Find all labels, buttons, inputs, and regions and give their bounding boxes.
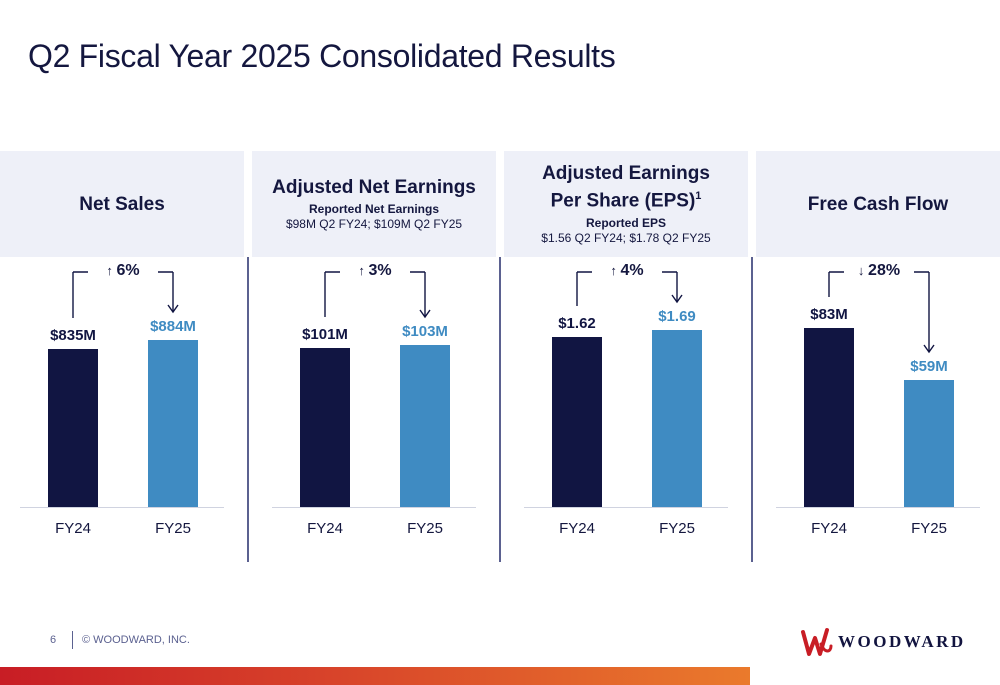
arrow-up-icon: ↑ xyxy=(358,263,369,278)
chart-baseline xyxy=(272,507,476,508)
connector-arrowhead xyxy=(167,304,179,314)
page-title: Q2 Fiscal Year 2025 Consolidated Results xyxy=(28,38,616,74)
change-value: 4% xyxy=(620,262,644,279)
chart-baseline xyxy=(524,507,728,508)
panel-header-net-sales: Net Sales xyxy=(0,151,244,257)
brand-stripe xyxy=(0,667,750,685)
footer-separator xyxy=(72,631,73,649)
panel-title: Adjusted Net Earnings xyxy=(272,177,476,198)
panel-header-adjusted-net-earnings: Adjusted Net Earnings Reported Net Earni… xyxy=(252,151,496,257)
bar-fy24 xyxy=(48,349,98,507)
connector-arrowhead xyxy=(923,344,935,354)
connector-arrowhead xyxy=(671,294,683,304)
x-tick-label: FY25 xyxy=(407,520,443,537)
connector-arrowhead xyxy=(419,309,431,319)
data-label: $101M xyxy=(302,326,348,343)
panel-divider xyxy=(751,257,753,562)
x-tick-label: FY25 xyxy=(911,520,947,537)
logo-wordmark: WOODWARD xyxy=(838,632,966,651)
x-tick-label: FY24 xyxy=(559,520,595,537)
bar-fy25 xyxy=(400,345,450,507)
arrow-up-icon: ↑ xyxy=(106,263,117,278)
change-percentage: ↓ 28% xyxy=(844,262,914,280)
data-label: $835M xyxy=(50,327,96,344)
chart-baseline xyxy=(20,507,224,508)
panel-subtitle: Reported Net Earnings xyxy=(308,202,440,216)
change-percentage: ↑ 4% xyxy=(592,262,662,280)
bar-fy25 xyxy=(652,330,702,507)
x-tick-label: FY24 xyxy=(55,520,91,537)
panel-title: Net Sales xyxy=(79,193,165,215)
panel-divider xyxy=(247,257,249,562)
bar-fy25 xyxy=(148,340,198,507)
data-label: $1.69 xyxy=(658,308,696,325)
change-percentage: ↑ 6% xyxy=(88,262,158,280)
panel-header-adjusted-eps: Adjusted Earnings Per Share (EPS)1 Repor… xyxy=(504,151,748,257)
x-tick-label: FY24 xyxy=(811,520,847,537)
bar-fy24 xyxy=(552,337,602,507)
data-label: $103M xyxy=(402,323,448,340)
arrow-up-icon: ↑ xyxy=(610,263,621,278)
data-label: $1.62 xyxy=(558,315,596,332)
data-label: $884M xyxy=(150,318,196,335)
page-number: 6 xyxy=(50,634,57,646)
woodward-logo-icon xyxy=(801,628,833,656)
data-label: $59M xyxy=(910,358,948,375)
arrow-down-icon: ↓ xyxy=(857,263,869,278)
panel-header-free-cash-flow: Free Cash Flow xyxy=(756,151,1000,257)
x-tick-label: FY25 xyxy=(659,520,695,537)
panel-subtitle: Reported EPS xyxy=(585,215,666,230)
change-value: 28% xyxy=(868,262,901,279)
footnote-marker: 1 xyxy=(695,190,702,203)
bar-fy25 xyxy=(904,380,954,507)
bar-fy24 xyxy=(300,348,350,507)
panel-note: $1.56 Q2 FY24; $1.78 Q2 FY25 xyxy=(541,230,711,245)
panel-title: Adjusted Earnings Per Share (EPS)1 xyxy=(542,163,710,212)
change-percentage: ↑ 3% xyxy=(340,262,410,280)
panel-note: $98M Q2 FY24; $109M Q2 FY25 xyxy=(285,217,463,231)
data-label: $83M xyxy=(810,306,848,323)
chart-baseline xyxy=(776,507,980,508)
copyright-text: © WOODWARD, INC. xyxy=(82,634,190,646)
x-tick-label: FY24 xyxy=(307,520,343,537)
panel-title: Free Cash Flow xyxy=(807,193,949,215)
bar-fy24 xyxy=(804,328,854,507)
panel-divider xyxy=(499,257,501,562)
change-value: 6% xyxy=(116,262,140,279)
x-tick-label: FY25 xyxy=(155,520,191,537)
change-value: 3% xyxy=(368,262,392,279)
